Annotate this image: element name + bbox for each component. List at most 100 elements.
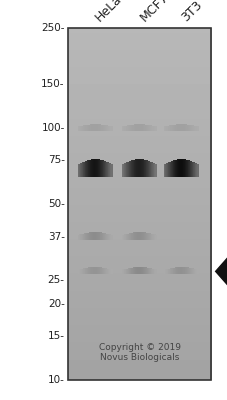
Bar: [184, 267, 186, 274]
Bar: [83, 162, 85, 178]
Bar: [91, 267, 93, 274]
Bar: [130, 125, 131, 131]
Bar: [84, 268, 86, 274]
Bar: [193, 126, 195, 131]
Bar: [151, 162, 152, 178]
Bar: [86, 161, 88, 178]
Bar: [182, 267, 184, 274]
Bar: [153, 269, 155, 274]
Bar: [93, 232, 95, 240]
Bar: [164, 164, 166, 178]
Bar: [110, 269, 112, 274]
Bar: [178, 159, 180, 178]
Bar: [94, 124, 96, 131]
Bar: [194, 163, 196, 178]
Bar: [87, 125, 89, 131]
Bar: [78, 126, 80, 131]
Bar: [182, 124, 184, 131]
Bar: [195, 269, 196, 274]
Bar: [130, 233, 131, 240]
Bar: [169, 162, 171, 178]
Bar: [102, 233, 104, 240]
Bar: [89, 267, 91, 274]
Bar: [193, 269, 195, 274]
Bar: [146, 160, 147, 178]
Bar: [91, 232, 92, 240]
Bar: [99, 232, 101, 240]
Bar: [151, 126, 153, 131]
Bar: [123, 164, 124, 178]
Bar: [93, 267, 95, 274]
Bar: [143, 267, 145, 274]
Bar: [93, 267, 95, 274]
Bar: [167, 126, 169, 131]
Bar: [190, 161, 191, 178]
Bar: [104, 233, 106, 240]
Bar: [148, 268, 149, 274]
Bar: [174, 268, 176, 274]
Bar: [80, 126, 82, 131]
Bar: [153, 126, 154, 131]
Bar: [155, 126, 157, 131]
Bar: [154, 164, 156, 178]
Bar: [96, 159, 98, 178]
Bar: [81, 269, 83, 274]
Text: 75-: 75-: [48, 155, 65, 165]
Bar: [83, 234, 85, 240]
Bar: [181, 124, 183, 131]
Bar: [107, 162, 109, 178]
Bar: [128, 125, 129, 131]
Bar: [185, 267, 187, 274]
Bar: [137, 124, 139, 131]
Bar: [149, 162, 151, 178]
Bar: [137, 232, 139, 240]
Bar: [106, 162, 108, 178]
Bar: [88, 160, 90, 178]
Bar: [126, 234, 128, 240]
Bar: [106, 269, 108, 274]
Bar: [187, 125, 189, 131]
Bar: [185, 160, 187, 178]
Bar: [175, 124, 177, 131]
Bar: [186, 160, 188, 178]
Bar: [151, 234, 153, 240]
Bar: [143, 124, 145, 131]
Bar: [145, 125, 147, 131]
Bar: [123, 269, 125, 274]
Bar: [149, 125, 151, 131]
Bar: [184, 267, 186, 274]
Bar: [137, 267, 139, 274]
Bar: [98, 232, 100, 240]
Bar: [168, 163, 169, 178]
Bar: [133, 268, 134, 274]
Bar: [91, 124, 92, 131]
Bar: [180, 159, 181, 178]
Bar: [150, 126, 152, 131]
Bar: [96, 159, 97, 178]
Bar: [103, 125, 104, 131]
Bar: [180, 124, 182, 131]
Bar: [105, 125, 107, 131]
Bar: [192, 268, 194, 274]
Bar: [101, 233, 103, 240]
Bar: [149, 268, 151, 274]
Bar: [127, 268, 129, 274]
Bar: [88, 125, 90, 131]
Polygon shape: [216, 253, 227, 289]
Bar: [153, 234, 154, 240]
Bar: [90, 267, 92, 274]
Bar: [143, 267, 144, 274]
Bar: [87, 160, 89, 178]
Bar: [172, 125, 174, 131]
Bar: [177, 160, 179, 178]
Bar: [136, 159, 138, 178]
Bar: [169, 126, 171, 131]
Bar: [107, 269, 109, 274]
Bar: [178, 267, 180, 274]
Bar: [124, 126, 126, 131]
Bar: [197, 126, 199, 131]
Bar: [85, 233, 86, 240]
Bar: [88, 268, 89, 274]
Bar: [103, 125, 105, 131]
Bar: [197, 164, 199, 178]
